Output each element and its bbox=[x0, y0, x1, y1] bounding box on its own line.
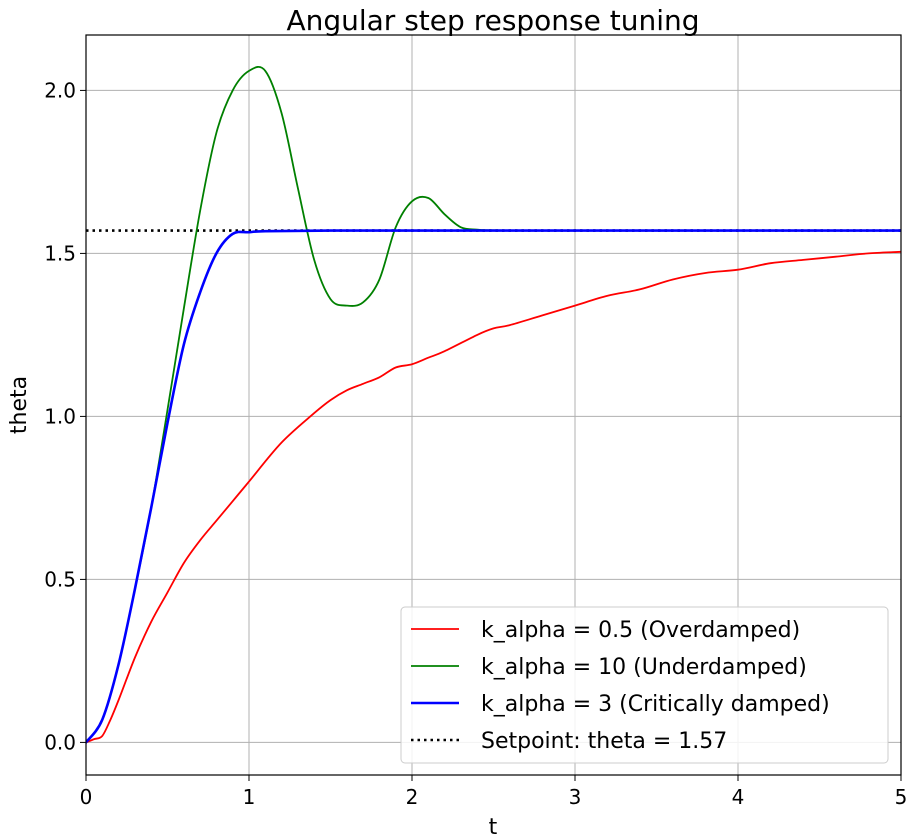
x-tick-label: 3 bbox=[569, 785, 582, 809]
chart-title: Angular step response tuning bbox=[286, 4, 699, 37]
y-tick-label: 1.5 bbox=[44, 241, 76, 265]
y-tick-label: 0.5 bbox=[44, 567, 76, 591]
x-tick-label: 1 bbox=[243, 785, 256, 809]
legend-label: k_alpha = 0.5 (Overdamped) bbox=[481, 618, 800, 643]
series-line-k-alpha-0-5-overdamped bbox=[86, 250, 901, 744]
legend-box bbox=[400, 606, 889, 764]
x-axis-label: t bbox=[489, 815, 498, 840]
y-axis-ticks: 0.0 0.5 1.0 1.5 2.0 bbox=[44, 78, 86, 754]
plot-frame bbox=[85, 34, 902, 776]
x-tick-label: 0 bbox=[80, 785, 93, 809]
x-axis-ticks: 0 1 2 3 4 5 bbox=[80, 775, 908, 809]
legend-label: k_alpha = 10 (Underdamped) bbox=[481, 655, 807, 680]
x-tick-label: 4 bbox=[732, 785, 745, 809]
y-axis-label: theta bbox=[7, 376, 32, 434]
x-tick-label: 5 bbox=[895, 785, 908, 809]
y-tick-label: 2.0 bbox=[44, 78, 76, 102]
series-line-k-alpha-3-critically-damped bbox=[86, 229, 901, 744]
y-tick-label: 1.0 bbox=[44, 404, 76, 428]
legend-label: Setpoint: theta = 1.57 bbox=[481, 729, 727, 754]
series-lines bbox=[86, 66, 901, 744]
x-tick-label: 2 bbox=[406, 785, 419, 809]
legend: k_alpha = 0.5 (Overdamped) k_alpha = 10 (… bbox=[400, 606, 889, 764]
legend-label: k_alpha = 3 (Critically damped) bbox=[481, 692, 830, 717]
y-tick-label: 0.0 bbox=[44, 730, 76, 754]
